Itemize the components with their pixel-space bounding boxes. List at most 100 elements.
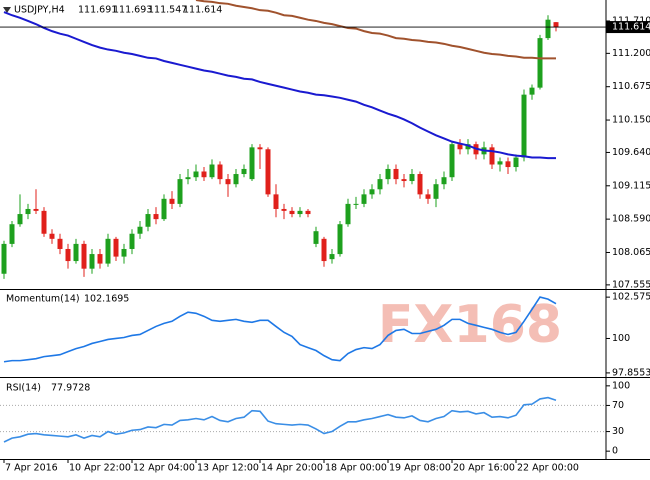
candle-body: [353, 203, 359, 205]
candle-body: [201, 171, 207, 178]
candle-body: [193, 171, 199, 178]
candle-body: [345, 203, 351, 225]
x-tick-label: 7 Apr 2016: [5, 463, 58, 474]
x-tick-label: 19 Apr 08:00: [389, 463, 451, 474]
candle-body: [441, 177, 447, 185]
candle-body: [177, 179, 183, 204]
ohlc-low: 111.547: [148, 5, 187, 16]
y-tick-label: 0: [612, 446, 618, 457]
candle-body: [137, 226, 143, 234]
y-tick-label: 100: [612, 380, 630, 391]
candle-body: [281, 208, 287, 211]
line: [3, 296, 557, 363]
candle-body: [185, 177, 191, 180]
candle-body: [217, 164, 223, 180]
candle-body: [321, 238, 327, 262]
candle-body: [313, 231, 319, 244]
y-tick-label: 30: [612, 426, 624, 437]
y-tick-label: 110.675: [612, 81, 650, 92]
candle-body: [553, 22, 559, 28]
indicator-value: 102.1695: [84, 294, 129, 305]
candle-body: [225, 179, 231, 185]
candle-body: [465, 144, 471, 150]
candle-body: [209, 164, 215, 178]
indicator-title: Momentum(14): [6, 294, 80, 305]
candle-body: [361, 194, 367, 204]
candle-body: [113, 238, 119, 257]
candle-body: [545, 19, 551, 39]
x-tick-label: 18 Apr 00:00: [325, 463, 387, 474]
candle-body: [49, 233, 55, 239]
plot-area: [1, 0, 559, 279]
y-tick-label: 100: [612, 333, 630, 344]
candle-body: [297, 210, 303, 215]
candle-body: [97, 254, 103, 264]
candle-body: [489, 147, 495, 165]
candle-body: [537, 38, 543, 88]
candle-body: [521, 94, 527, 158]
y-tick-label: 70: [612, 400, 624, 411]
y-tick-label: 102.5754: [612, 292, 650, 303]
candle-body: [305, 210, 311, 215]
ohlc-open: 111.691: [78, 5, 117, 16]
ohlc-close: 111.614: [183, 5, 222, 16]
candle-body: [89, 254, 95, 269]
candle-body: [289, 210, 295, 215]
candle-body: [153, 214, 159, 220]
candle-body: [393, 168, 399, 180]
candle-body: [505, 161, 511, 168]
candle-body: [81, 243, 87, 269]
candle-body: [25, 208, 31, 215]
ohlc-high: 111.693: [113, 5, 152, 16]
y-tick-label: 111.200: [612, 48, 650, 59]
y-tick-label: 97.8553: [612, 367, 650, 378]
menu-icon: [3, 7, 11, 13]
candle-body: [273, 194, 279, 209]
candle-body: [457, 144, 463, 150]
candle-body: [409, 174, 415, 182]
candle-body: [417, 174, 423, 195]
candle-body: [265, 149, 271, 195]
candle-body: [121, 248, 127, 257]
y-tick-label: 107.555: [612, 279, 650, 290]
line: [3, 396, 557, 443]
candle-body: [433, 184, 439, 199]
x-tick-label: 22 Apr 00:00: [517, 463, 579, 474]
candle-body: [377, 179, 383, 190]
indicator-value: 77.9728: [51, 383, 90, 394]
candle-body: [249, 147, 255, 180]
current-price-box: [606, 21, 650, 34]
candle-body: [57, 238, 63, 249]
x-tick-label: 14 Apr 20:00: [261, 463, 323, 474]
line: [3, 11, 556, 160]
candle-body: [369, 189, 375, 195]
y-tick-label: 108.065: [612, 247, 650, 258]
candle-body: [449, 144, 455, 178]
candle-body: [385, 168, 391, 180]
candle-body: [9, 224, 15, 244]
candle-body: [257, 147, 263, 150]
candle-body: [169, 198, 175, 204]
candle-body: [529, 87, 535, 95]
y-tick-label: 108.590: [612, 214, 650, 225]
candle-body: [329, 254, 335, 260]
watermark: FX168: [378, 295, 562, 355]
current-price-label: 111.614: [612, 22, 650, 33]
candle-body: [401, 179, 407, 182]
candle-body: [17, 214, 23, 225]
x-tick-label: 12 Apr 04:00: [133, 463, 195, 474]
candle-body: [65, 248, 71, 262]
y-tick-label: 110.150: [612, 115, 650, 126]
y-tick-label: 111.710: [612, 15, 650, 26]
candle-body: [33, 208, 39, 211]
candle-body: [161, 198, 167, 220]
candle-body: [73, 243, 79, 262]
y-tick-label: 109.115: [612, 180, 650, 191]
candle-body: [1, 243, 7, 274]
candle-body: [497, 161, 503, 165]
symbol: USDJPY,H4: [14, 5, 65, 16]
x-tick-label: 10 Apr 22:00: [69, 463, 131, 474]
line: [195, 0, 556, 60]
candle-body: [233, 174, 239, 185]
